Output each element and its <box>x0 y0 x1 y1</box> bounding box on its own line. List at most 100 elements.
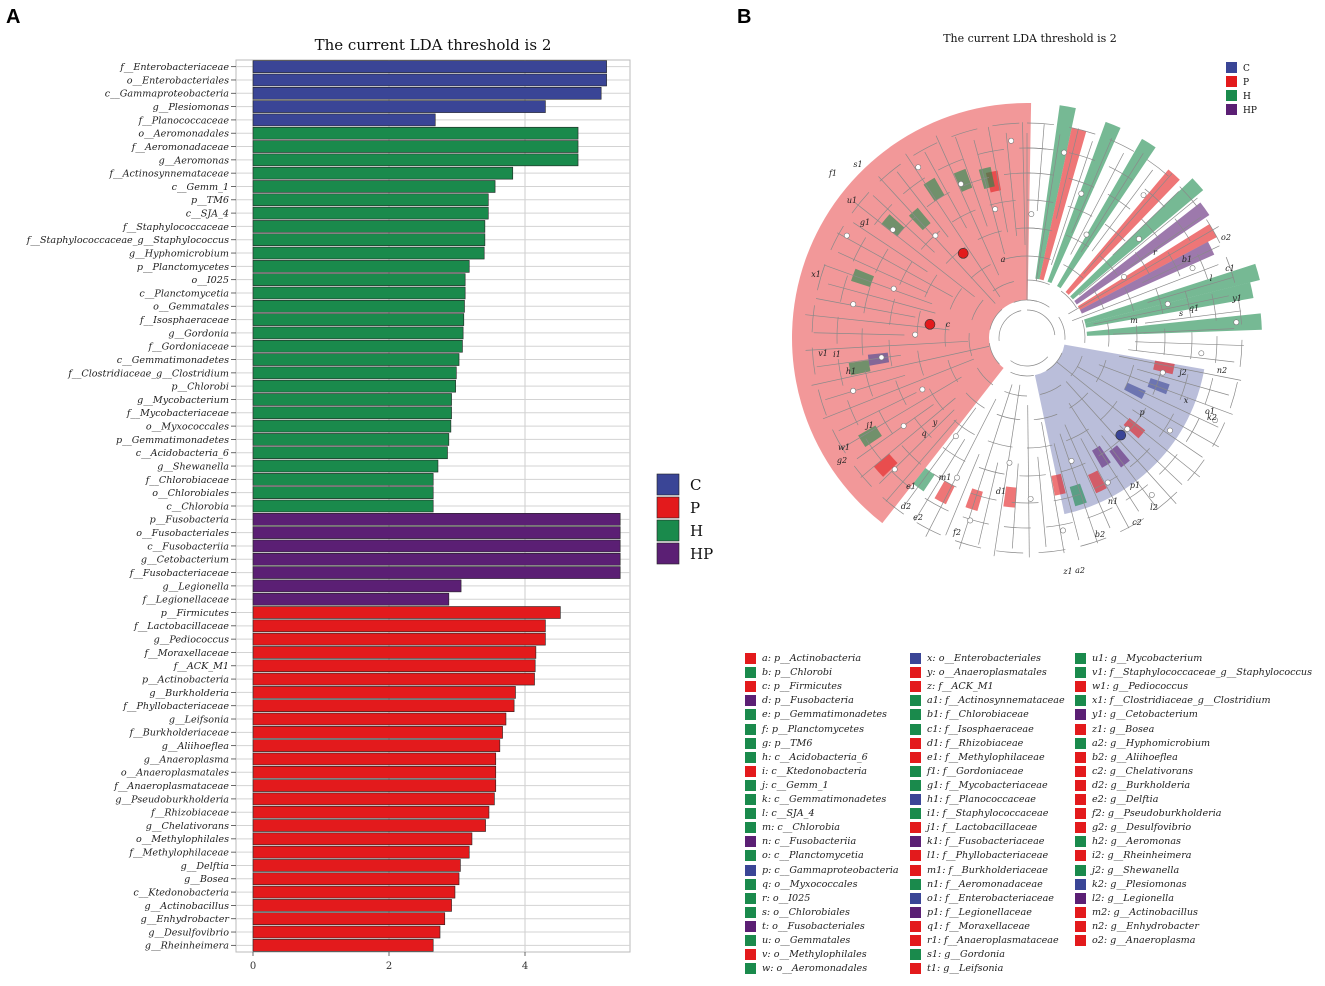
taxa-legend-swatch <box>745 737 756 749</box>
clade-shade <box>791 102 1032 524</box>
tree-branch <box>856 404 934 460</box>
tree-branch <box>944 322 947 347</box>
tree-branch <box>1068 402 1139 512</box>
taxa-legend-swatch <box>745 751 756 763</box>
taxa-legend-swatch <box>910 653 921 664</box>
taxon-wedge <box>1079 241 1215 314</box>
bar-label: f__Lactobacillaceae <box>133 621 229 632</box>
tree-branch <box>837 359 844 386</box>
taxon-wedge <box>848 360 871 376</box>
tree-branch <box>1107 322 1110 347</box>
bar <box>252 166 514 180</box>
tree-node <box>919 386 926 393</box>
tree-branch <box>1010 356 1049 367</box>
tree-branch <box>1068 152 1095 161</box>
bar <box>252 606 561 619</box>
tree-branch <box>1146 159 1169 177</box>
bar-label: f__ACK_M1 <box>173 661 229 672</box>
taxa-legend-swatch <box>745 695 756 707</box>
bar-label: f__Staphylococcaceae <box>122 222 229 233</box>
tree-branch <box>1152 369 1162 395</box>
tree-node <box>1104 479 1111 486</box>
taxa-legend-swatch <box>1075 935 1086 946</box>
bar <box>252 672 535 686</box>
taxa-legend-swatch <box>910 892 921 904</box>
bar <box>252 366 457 380</box>
tree-branch <box>905 153 1001 298</box>
node-label: o1 <box>1205 407 1215 416</box>
taxa-legend-swatch <box>1075 906 1086 918</box>
tree-branch <box>1060 290 1077 309</box>
tree-branch <box>1142 245 1220 284</box>
taxa-legend-swatch <box>1075 695 1086 707</box>
legend-swatch <box>656 542 680 565</box>
taxa-legend-label: b2: g__Aliihoeflea <box>1092 751 1178 763</box>
node-label: x <box>1184 396 1189 405</box>
bar-label: f__Rhizobiaceae <box>150 808 229 819</box>
tree-branch <box>1005 132 1017 237</box>
taxa-legend-label: u: o__Gemmatales <box>762 935 851 946</box>
bar <box>252 526 621 539</box>
bar-label: g__Pediococcus <box>154 635 229 646</box>
taxa-legend-swatch <box>745 963 756 975</box>
taxa-legend-label: x: o__Enterobacteriales <box>927 653 1041 664</box>
taxa-legend-label: u1: g__Mycobacterium <box>1092 653 1203 664</box>
bar <box>252 86 602 100</box>
taxon-wedge <box>1147 378 1170 395</box>
tree-branch <box>1206 219 1221 244</box>
taxa-legend-swatch <box>1075 723 1086 735</box>
tree-branch <box>1120 518 1145 533</box>
node-label: c <box>946 320 951 329</box>
tree-branch <box>1129 448 1150 468</box>
bar <box>252 180 496 193</box>
tree-branch <box>916 522 941 536</box>
tree-branch <box>816 354 901 368</box>
taxa-legend-swatch <box>910 794 921 805</box>
tree-branch <box>1190 332 1193 360</box>
tree-node <box>1233 319 1240 326</box>
tree-branch <box>925 398 997 537</box>
taxon-wedge <box>1039 127 1087 281</box>
bar <box>252 433 450 446</box>
tree-branch <box>1156 491 1178 510</box>
tree-branch <box>993 384 1021 557</box>
taxa-legend-swatch <box>745 850 756 862</box>
tree-branch <box>1144 310 1242 324</box>
taxon-wedge <box>923 177 945 202</box>
taxa-legend-swatch <box>910 751 921 763</box>
bar-label: f__Staphylococcaceae_g__Staphylococcus <box>26 235 229 246</box>
tree-branch <box>992 281 1014 292</box>
tree-node <box>1060 527 1066 534</box>
node-label: m <box>1130 316 1138 325</box>
taxa-legend-swatch <box>910 709 921 721</box>
legend-swatch <box>656 473 680 496</box>
tree-branch <box>920 230 941 250</box>
tree-node <box>1006 459 1013 466</box>
bar-label: g__Chelativorans <box>146 821 229 832</box>
bar <box>252 899 452 912</box>
bar-label: g__Rheinheimera <box>145 941 229 952</box>
tree-node <box>1140 192 1147 199</box>
tree-branch <box>1080 438 1130 529</box>
tree-branch <box>1026 122 1054 126</box>
bar <box>252 646 537 659</box>
legend-label: H <box>690 522 703 540</box>
taxa-legend-swatch <box>1075 794 1086 805</box>
taxa-legend-swatch <box>1075 920 1086 932</box>
tree-branch <box>895 380 907 405</box>
legend-swatch <box>1226 76 1237 87</box>
taxon-wedge <box>908 207 931 231</box>
tree-branch <box>1026 444 1053 449</box>
tree-branch <box>837 252 928 294</box>
taxa-legend-label: e1: f__Methylophilaceae <box>927 751 1045 763</box>
taxa-legend-label: r: o__I025 <box>762 892 811 904</box>
tree-branch <box>1092 288 1105 310</box>
tree-branch <box>1159 413 1174 437</box>
bar-label: c__Gammaproteobacteria <box>105 89 229 100</box>
node-label: n2 <box>1217 366 1227 375</box>
node-label: b1 <box>1182 255 1192 264</box>
taxa-legend-label: j1: f__Lactobacillaceae <box>927 822 1038 834</box>
tree-branch <box>1071 138 1113 234</box>
bar-label: f__Mycobacteriaceae <box>126 408 229 419</box>
taxa-legend-label: k2: g__Plesiomonas <box>1092 878 1187 890</box>
